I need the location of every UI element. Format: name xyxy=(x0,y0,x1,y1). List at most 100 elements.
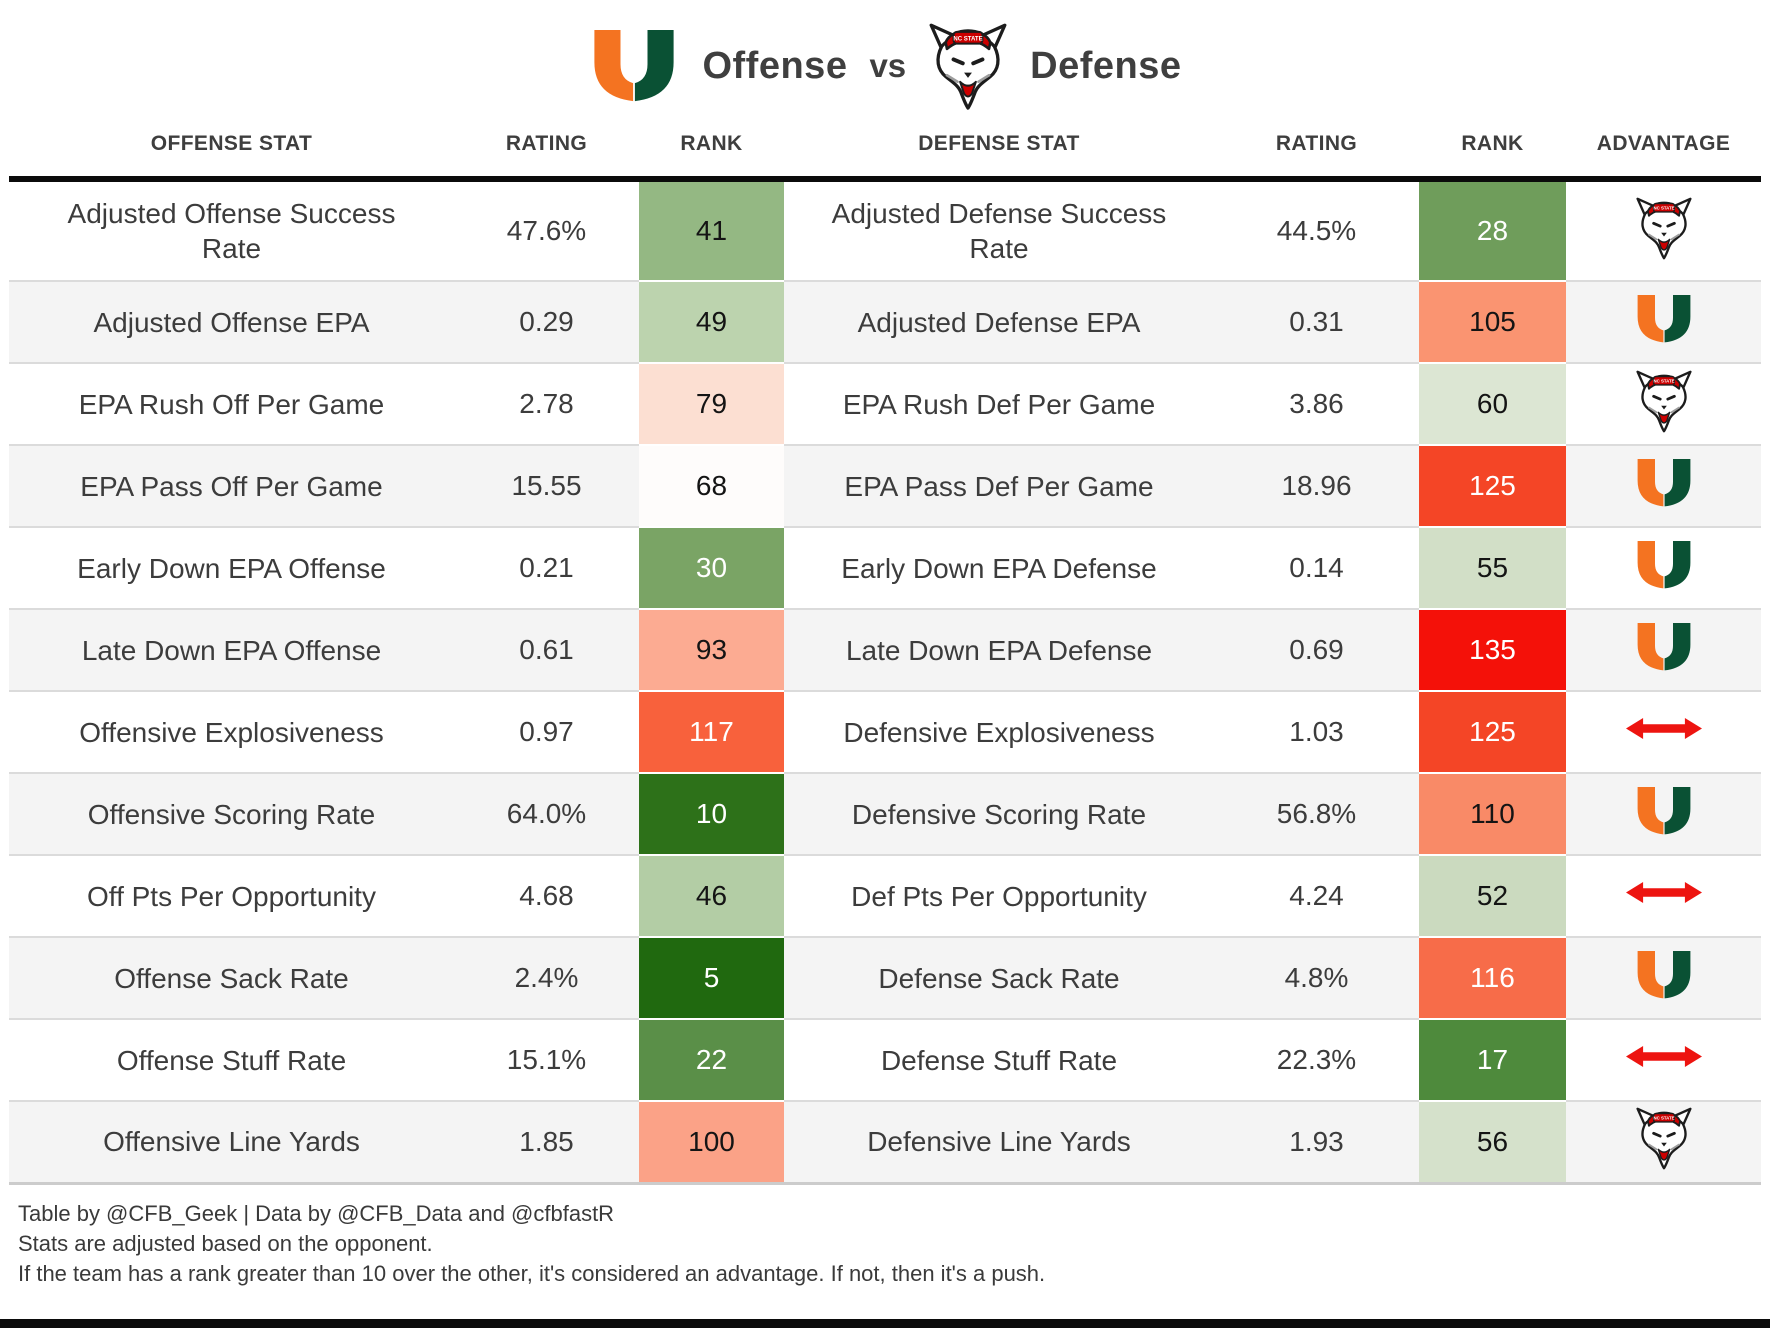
offense-rank-cell: 93 xyxy=(639,608,784,691)
offense-rank-cell: 22 xyxy=(639,1018,784,1101)
offense-rating-cell: 0.29 xyxy=(454,280,639,363)
offense-rank-cell: 41 xyxy=(639,176,784,281)
footer-note-2: If the team has a rank greater than 10 o… xyxy=(18,1260,1046,1286)
offense-stat-cell: Early Down EPA Offense xyxy=(9,526,454,609)
offense-rank-cell: 79 xyxy=(639,362,784,445)
table-row: Off Pts Per Opportunity 4.68 46 Def Pts Per… xyxy=(9,854,1761,937)
miami-logo-icon xyxy=(1637,294,1690,342)
defense-rank-cell: 60 xyxy=(1419,362,1566,445)
defense-stat-cell: EPA Pass Def Per Game xyxy=(784,444,1214,527)
table-row: Adjusted Offense Success Rate 47.6% 41 Adju… xyxy=(9,176,1761,281)
offense-rating-cell: 15.55 xyxy=(454,444,639,527)
svg-text:NC STATE: NC STATE xyxy=(954,37,983,43)
svg-text:NC STATE: NC STATE xyxy=(1653,205,1674,210)
table-row: Offensive Scoring Rate 64.0% 10 Defensive S… xyxy=(9,772,1761,855)
defense-rating-cell: 4.8% xyxy=(1214,936,1419,1019)
defense-stat-cell: Adjusted Defense Success Rate xyxy=(784,176,1214,281)
defense-rating-cell: 1.93 xyxy=(1214,1100,1419,1185)
offense-rank-cell: 5 xyxy=(639,936,784,1019)
offense-rating-cell: 0.21 xyxy=(454,526,639,609)
header-offense-stat: OFFENSE STAT xyxy=(150,132,313,155)
offense-rank-cell: 30 xyxy=(639,526,784,609)
advantage-cell: NC STATE xyxy=(1566,362,1761,445)
defense-rating-cell: 22.3% xyxy=(1214,1018,1419,1101)
miami-logo-icon xyxy=(1637,786,1690,834)
push-arrow-icon xyxy=(1625,1046,1702,1067)
footer-note-1: Stats are adjusted based on the opponent… xyxy=(18,1230,433,1256)
defense-stat-cell: EPA Rush Def Per Game xyxy=(784,362,1214,445)
advantage-cell xyxy=(1566,1018,1761,1101)
header-defense-rank: RANK xyxy=(1461,132,1524,155)
defense-rating-cell: 0.31 xyxy=(1214,280,1419,363)
offense-rating-cell: 0.61 xyxy=(454,608,639,691)
offense-title: Offense xyxy=(702,44,848,87)
defense-stat-cell: Def Pts Per Opportunity xyxy=(784,854,1214,937)
defense-rating-cell: 0.14 xyxy=(1214,526,1419,609)
offense-rank-cell: 68 xyxy=(639,444,784,527)
ncstate-wolf-slot: NC STATE xyxy=(928,20,1008,112)
miami-logo-icon xyxy=(1637,458,1690,506)
offense-rank-cell: 10 xyxy=(639,772,784,855)
miami-logo-icon xyxy=(1637,950,1690,998)
defense-rank-cell: 110 xyxy=(1419,772,1566,855)
table-row: Offensive Line Yards 1.85 100 Defensive Lin… xyxy=(9,1100,1761,1185)
table-row: Offense Sack Rate 2.4% 5 Defense Sack Rate 4… xyxy=(9,936,1761,1019)
offense-stat-cell: Offensive Line Yards xyxy=(9,1100,454,1185)
defense-rank-cell: 135 xyxy=(1419,608,1566,691)
svg-text:NC STATE: NC STATE xyxy=(1653,1116,1674,1121)
offense-stat-cell: Late Down EPA Offense xyxy=(9,608,454,691)
table-row: Adjusted Offense EPA 0.29 49 Adjusted Defen… xyxy=(9,280,1761,363)
vs-label: vs xyxy=(869,47,907,84)
table-row: EPA Pass Off Per Game 15.55 68 EPA Pass Def… xyxy=(9,444,1761,527)
table-row: Offensive Explosiveness 0.97 117 Defensive … xyxy=(9,690,1761,773)
bottom-border xyxy=(0,1319,1770,1328)
advantage-cell xyxy=(1566,690,1761,773)
ncstate-wolf-icon: NC STATE xyxy=(929,23,1007,110)
advantage-cell xyxy=(1566,526,1761,609)
ncstate-wolf-icon: NC STATE xyxy=(1635,1107,1692,1170)
offense-rating-cell: 2.4% xyxy=(454,936,639,1019)
defense-stat-cell: Defense Sack Rate xyxy=(784,936,1214,1019)
title: Offense vs NC STATE Defense xyxy=(0,16,1770,116)
defense-rating-cell: 3.86 xyxy=(1214,362,1419,445)
header-row: OFFENSE STAT RATING RANK DEFENSE STAT RA… xyxy=(9,116,1761,179)
advantage-cell xyxy=(1566,444,1761,527)
defense-rank-cell: 105 xyxy=(1419,280,1566,363)
defense-stat-cell: Defense Stuff Rate xyxy=(784,1018,1214,1101)
offense-rating-cell: 15.1% xyxy=(454,1018,639,1101)
table-row: Early Down EPA Offense 0.21 30 Early Down E… xyxy=(9,526,1761,609)
advantage-cell xyxy=(1566,772,1761,855)
offense-stat-cell: Offensive Scoring Rate xyxy=(9,772,454,855)
table-row: Late Down EPA Offense 0.61 93 Late Down EPA… xyxy=(9,608,1761,691)
header-advantage: ADVANTAGE xyxy=(1596,132,1731,155)
ncstate-wolf-icon: NC STATE xyxy=(1635,197,1692,259)
offense-stat-cell: Offense Sack Rate xyxy=(9,936,454,1019)
offense-rank-cell: 117 xyxy=(639,690,784,773)
footer-credit: Table by @CFB_Geek | Data by @CFB_Data a… xyxy=(18,1200,615,1226)
header-offense-rating: RATING xyxy=(505,132,588,155)
defense-rank-cell: 52 xyxy=(1419,854,1566,937)
miami-logo-icon xyxy=(1637,540,1690,588)
offense-rank-cell: 46 xyxy=(639,854,784,937)
defense-rank-cell: 116 xyxy=(1419,936,1566,1019)
defense-rank-cell: 17 xyxy=(1419,1018,1566,1101)
page: { "title": { "left_label": "Offense", "v… xyxy=(0,16,1770,1328)
defense-rating-cell: 0.69 xyxy=(1214,608,1419,691)
table-row: EPA Rush Off Per Game 2.78 79 EPA Rush Def … xyxy=(9,362,1761,445)
footnotes: Table by @CFB_Geek | Data by @CFB_Data a… xyxy=(18,1199,1770,1289)
offense-rating-cell: 1.85 xyxy=(454,1100,639,1185)
push-arrow-icon xyxy=(1625,718,1702,739)
defense-rating-cell: 18.96 xyxy=(1214,444,1419,527)
advantage-cell xyxy=(1566,854,1761,937)
header-offense-rank: RANK xyxy=(680,132,743,155)
defense-rating-cell: 56.8% xyxy=(1214,772,1419,855)
defense-stat-cell: Early Down EPA Defense xyxy=(784,526,1214,609)
offense-rank-cell: 100 xyxy=(639,1100,784,1185)
defense-rank-cell: 55 xyxy=(1419,526,1566,609)
defense-rating-cell: 4.24 xyxy=(1214,854,1419,937)
defense-rank-cell: 28 xyxy=(1419,176,1566,281)
miami-logo-icon xyxy=(594,30,675,102)
defense-rank-cell: 125 xyxy=(1419,690,1566,773)
offense-rating-cell: 4.68 xyxy=(454,854,639,937)
defense-title: Defense xyxy=(1030,44,1182,87)
